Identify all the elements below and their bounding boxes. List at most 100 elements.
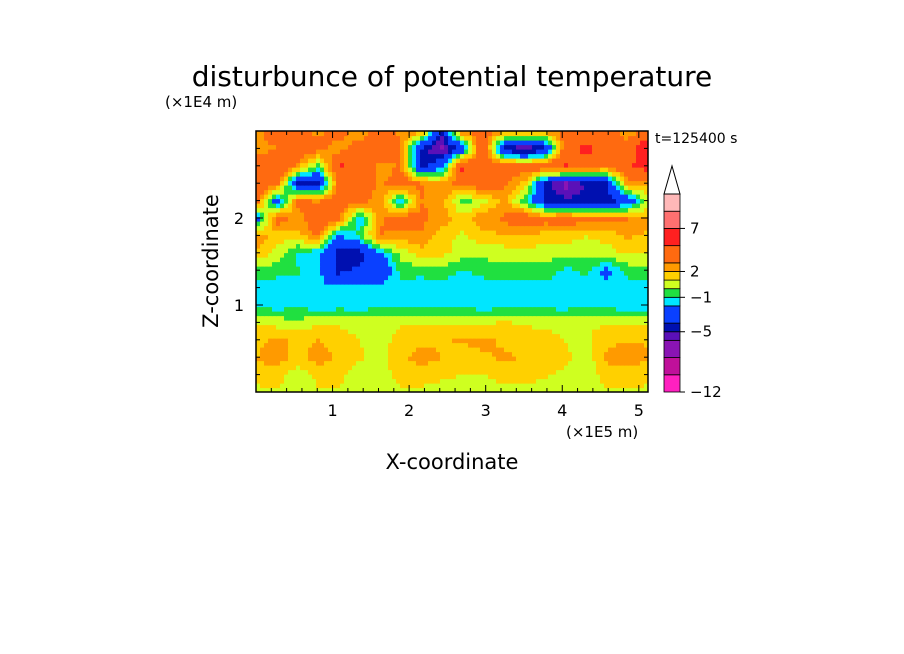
heatmap-cell [444, 360, 449, 366]
heatmap-cell [616, 288, 621, 294]
heatmap-cell [356, 342, 361, 348]
heatmap-cell [564, 378, 569, 384]
heatmap-cell [460, 311, 465, 317]
heatmap-cell [416, 171, 421, 177]
heatmap-cell [328, 302, 333, 308]
heatmap-cell [276, 185, 281, 191]
heatmap-cell [316, 333, 321, 339]
heatmap-cell [388, 356, 393, 362]
heatmap-cell [292, 369, 297, 375]
heatmap-cell [400, 185, 405, 191]
heatmap-cell [464, 167, 469, 173]
heatmap-cell [408, 185, 413, 191]
heatmap-cell [296, 189, 301, 195]
heatmap-cell [572, 221, 577, 227]
heatmap-cell [592, 347, 597, 353]
heatmap-cell [572, 207, 577, 213]
heatmap-cell [612, 225, 617, 231]
heatmap-cell [344, 212, 349, 218]
heatmap-cell [604, 284, 609, 290]
heatmap-cell [400, 342, 405, 348]
heatmap-cell [516, 167, 521, 173]
heatmap-cell [624, 374, 629, 380]
heatmap-cell [580, 207, 585, 213]
heatmap-cell [604, 203, 609, 209]
heatmap-cell [624, 270, 629, 276]
heatmap-cell [408, 225, 413, 231]
heatmap-cell [352, 333, 357, 339]
heatmap-cell [328, 234, 333, 240]
heatmap-cell [280, 270, 285, 276]
heatmap-cell [592, 189, 597, 195]
heatmap-cell [260, 333, 265, 339]
heatmap-cell [264, 212, 269, 218]
heatmap-cell [292, 279, 297, 285]
heatmap-cell [412, 162, 417, 168]
heatmap-cell [404, 203, 409, 209]
heatmap-cell [584, 351, 589, 357]
heatmap-cell [452, 252, 457, 258]
heatmap-cell [620, 329, 625, 335]
heatmap-cell [504, 297, 509, 303]
heatmap-cell [392, 194, 397, 200]
heatmap-cell [332, 378, 337, 384]
heatmap-cell [288, 261, 293, 267]
heatmap-cell [420, 216, 425, 222]
heatmap-cell [548, 315, 553, 321]
heatmap-cell [360, 243, 365, 249]
heatmap-cell [320, 311, 325, 317]
heatmap-cell [568, 338, 573, 344]
heatmap-cell [496, 171, 501, 177]
heatmap-cell [288, 239, 293, 245]
heatmap-cell [368, 351, 373, 357]
heatmap-cell [484, 279, 489, 285]
heatmap-cell [412, 230, 417, 236]
heatmap-cell [320, 315, 325, 321]
heatmap-cell [592, 356, 597, 362]
heatmap-cell [580, 261, 585, 267]
heatmap-cell [644, 338, 648, 344]
heatmap-cell [436, 347, 441, 353]
heatmap-cell [268, 162, 273, 168]
heatmap-cell [372, 162, 377, 168]
heatmap-cell [424, 189, 429, 195]
heatmap-cell [548, 212, 553, 218]
heatmap-cell [380, 279, 385, 285]
heatmap-cell [292, 311, 297, 317]
heatmap-cell [480, 297, 485, 303]
heatmap-cell [588, 383, 593, 389]
heatmap-cell [564, 212, 569, 218]
heatmap-cell [296, 365, 301, 371]
heatmap-cell [628, 329, 633, 335]
heatmap-cell [584, 374, 589, 380]
heatmap-cell [400, 378, 405, 384]
heatmap-cell [564, 369, 569, 375]
heatmap-cell [580, 369, 585, 375]
heatmap-cell [436, 279, 441, 285]
heatmap-cell [448, 257, 453, 263]
heatmap-cell [340, 167, 345, 173]
heatmap-cell [284, 369, 289, 375]
heatmap-cell [524, 171, 529, 177]
heatmap-cell [456, 347, 461, 353]
heatmap-cell [284, 342, 289, 348]
heatmap-cell [400, 180, 405, 186]
heatmap-cell [260, 266, 265, 272]
heatmap-cell [540, 194, 545, 200]
heatmap-cell [276, 324, 281, 330]
heatmap-cell [260, 360, 265, 366]
heatmap-cell [640, 243, 645, 249]
heatmap-cell [524, 162, 529, 168]
heatmap-cell [604, 320, 609, 326]
heatmap-cell [484, 288, 489, 294]
heatmap-cell [596, 329, 601, 335]
heatmap-cell [436, 252, 441, 258]
heatmap-cell [500, 293, 505, 299]
heatmap-cell [600, 194, 605, 200]
heatmap-cell [360, 360, 365, 366]
heatmap-cell [288, 365, 293, 371]
heatmap-cell [472, 243, 477, 249]
heatmap-cell [460, 171, 465, 177]
heatmap-cell [428, 284, 433, 290]
heatmap-cell [432, 297, 437, 303]
